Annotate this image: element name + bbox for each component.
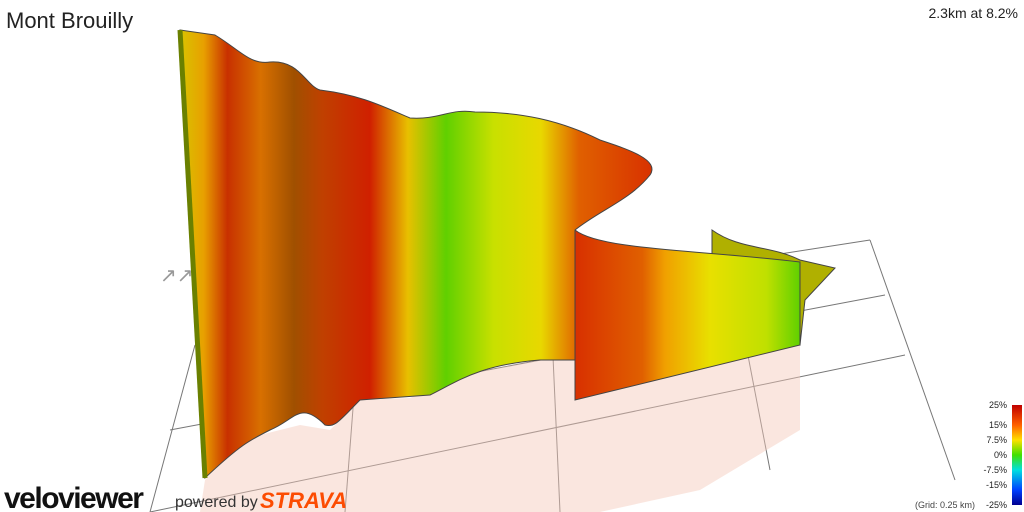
partner-logo: STRAVA: [260, 488, 347, 512]
powered-by: powered by: [175, 494, 258, 511]
legend-label: -7.5%: [983, 465, 1007, 475]
summary: 2.3km at 8.2%: [929, 5, 1019, 21]
ribbon-front: [179, 29, 653, 480]
legend-label: -25%: [986, 500, 1007, 510]
title: Mont Brouilly: [6, 8, 133, 33]
legend-label: 25%: [989, 400, 1007, 410]
legend-label: -15%: [986, 480, 1007, 490]
ribbon-back: [574, 228, 801, 401]
reflection: [200, 345, 800, 512]
arrow-icon: ↗↗: [160, 265, 194, 287]
legend-bar: [1012, 405, 1022, 505]
grid-note: (Grid: 0.25 km): [915, 500, 975, 510]
brand: veloviewer: [4, 482, 144, 512]
legend-labels: 25% 15% 7.5% 0% -7.5% -15% -25%: [983, 400, 1007, 510]
legend-label: 0%: [994, 450, 1007, 460]
ribbon-edge: [177, 29, 208, 479]
legend-label: 7.5%: [986, 435, 1007, 445]
legend-label: 15%: [989, 420, 1007, 430]
